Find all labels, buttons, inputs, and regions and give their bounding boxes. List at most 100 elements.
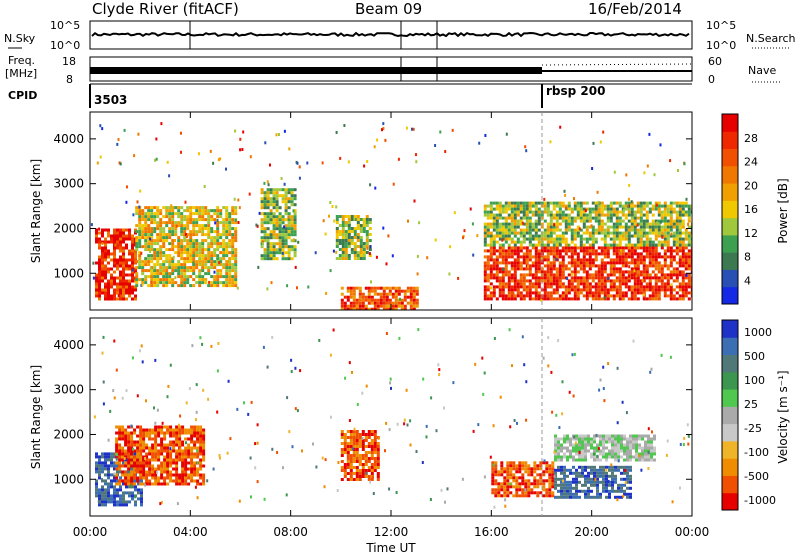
rti-cell bbox=[690, 258, 692, 262]
rti-cell bbox=[606, 228, 610, 232]
rti-cell bbox=[202, 437, 206, 441]
rti-cell bbox=[572, 455, 575, 459]
rti-cell bbox=[567, 255, 571, 259]
rti-cell bbox=[620, 495, 623, 499]
rti-cell bbox=[147, 224, 151, 228]
rti-cell bbox=[186, 269, 190, 273]
rti-cell bbox=[135, 224, 139, 228]
rti-cell bbox=[128, 267, 131, 271]
rti-cell bbox=[515, 464, 519, 468]
rti-cell bbox=[181, 476, 185, 480]
rti-cell bbox=[669, 258, 673, 262]
rti-cell bbox=[501, 258, 505, 262]
rti-cell bbox=[347, 215, 351, 218]
rti-cell bbox=[148, 467, 152, 471]
rti-cell bbox=[335, 215, 339, 218]
rti-cell bbox=[136, 464, 140, 468]
rti-cell bbox=[201, 218, 205, 222]
rti-cell bbox=[130, 452, 134, 456]
rti-cell bbox=[278, 245, 282, 249]
rti-cell bbox=[119, 270, 122, 274]
rti-cell bbox=[675, 243, 679, 247]
rti-cell bbox=[666, 285, 670, 289]
rti-cell bbox=[655, 203, 658, 207]
rti-cell bbox=[605, 480, 608, 484]
rti-cell bbox=[186, 239, 190, 243]
rti-cell bbox=[107, 240, 110, 244]
rti-cell bbox=[591, 237, 595, 241]
rti-cell bbox=[159, 209, 163, 213]
rti-cell bbox=[162, 230, 166, 234]
rti-cell bbox=[131, 264, 134, 268]
rti-cell bbox=[597, 219, 601, 223]
rti-cell bbox=[195, 281, 199, 285]
rti-cell bbox=[633, 258, 637, 262]
rti-cell bbox=[660, 210, 664, 214]
rti-cell bbox=[534, 291, 538, 295]
rti-cell bbox=[569, 437, 572, 441]
rti-cell bbox=[639, 285, 643, 289]
rti-cell bbox=[489, 291, 493, 295]
rti-cell bbox=[384, 138, 387, 142]
rti-cell bbox=[576, 285, 580, 289]
rti-cell bbox=[497, 482, 501, 486]
rti-cell bbox=[382, 286, 386, 290]
rti-cell bbox=[494, 488, 498, 492]
rti-cell bbox=[361, 454, 365, 457]
rti-cell bbox=[138, 245, 142, 249]
rti-cell bbox=[561, 258, 565, 262]
rti-cell bbox=[349, 454, 353, 457]
rti-cell bbox=[394, 289, 398, 293]
rti-cell bbox=[367, 292, 371, 296]
rti-cell bbox=[219, 157, 222, 161]
rti-cell bbox=[645, 267, 649, 271]
rti-cell bbox=[284, 218, 288, 222]
rti-cell bbox=[207, 209, 211, 213]
rti-cell bbox=[293, 203, 297, 207]
rti-cell bbox=[349, 289, 353, 293]
rti-cell bbox=[639, 288, 643, 292]
rti-cell bbox=[122, 288, 125, 292]
rti-cell bbox=[284, 239, 288, 243]
rti-cell bbox=[557, 437, 560, 441]
rti-cell bbox=[666, 210, 670, 214]
rti-cell bbox=[537, 228, 541, 232]
rti-cell bbox=[160, 443, 164, 447]
rti-cell bbox=[151, 464, 155, 468]
rti-cell bbox=[201, 242, 205, 246]
rti-cell bbox=[207, 236, 211, 240]
rti-cell bbox=[361, 472, 365, 475]
rti-cell bbox=[412, 292, 416, 296]
rti-cell bbox=[623, 492, 626, 496]
rti-cell bbox=[359, 242, 363, 245]
rti-cell bbox=[578, 471, 581, 475]
rti-cell bbox=[171, 230, 175, 234]
rti-cell bbox=[196, 479, 200, 483]
rti-cell bbox=[669, 204, 673, 208]
rti-cell bbox=[489, 216, 493, 220]
rti-cell bbox=[521, 476, 525, 480]
rti-cell bbox=[113, 503, 116, 507]
rti-cell bbox=[546, 255, 550, 259]
rti-cell bbox=[636, 291, 640, 295]
rti-cell bbox=[358, 445, 362, 448]
rti-cell bbox=[263, 218, 267, 222]
rti-cell bbox=[341, 215, 345, 218]
rti-cell bbox=[498, 204, 502, 208]
rti-cell bbox=[501, 228, 505, 232]
rti-cell bbox=[507, 297, 511, 301]
rti-cell bbox=[369, 183, 372, 187]
rti-cell bbox=[615, 288, 619, 292]
rti-cell bbox=[687, 297, 691, 301]
rti-cell bbox=[684, 264, 688, 268]
rti-cell bbox=[677, 169, 679, 172]
rti-cell bbox=[663, 276, 667, 280]
rti-cell bbox=[624, 231, 628, 235]
rti-cell bbox=[570, 282, 574, 286]
rti-cell bbox=[361, 301, 365, 305]
rti-cell bbox=[186, 251, 190, 255]
rti-cell bbox=[296, 161, 299, 165]
rti-cell bbox=[621, 231, 625, 235]
rti-cell bbox=[162, 215, 166, 219]
rti-cell bbox=[168, 230, 172, 234]
